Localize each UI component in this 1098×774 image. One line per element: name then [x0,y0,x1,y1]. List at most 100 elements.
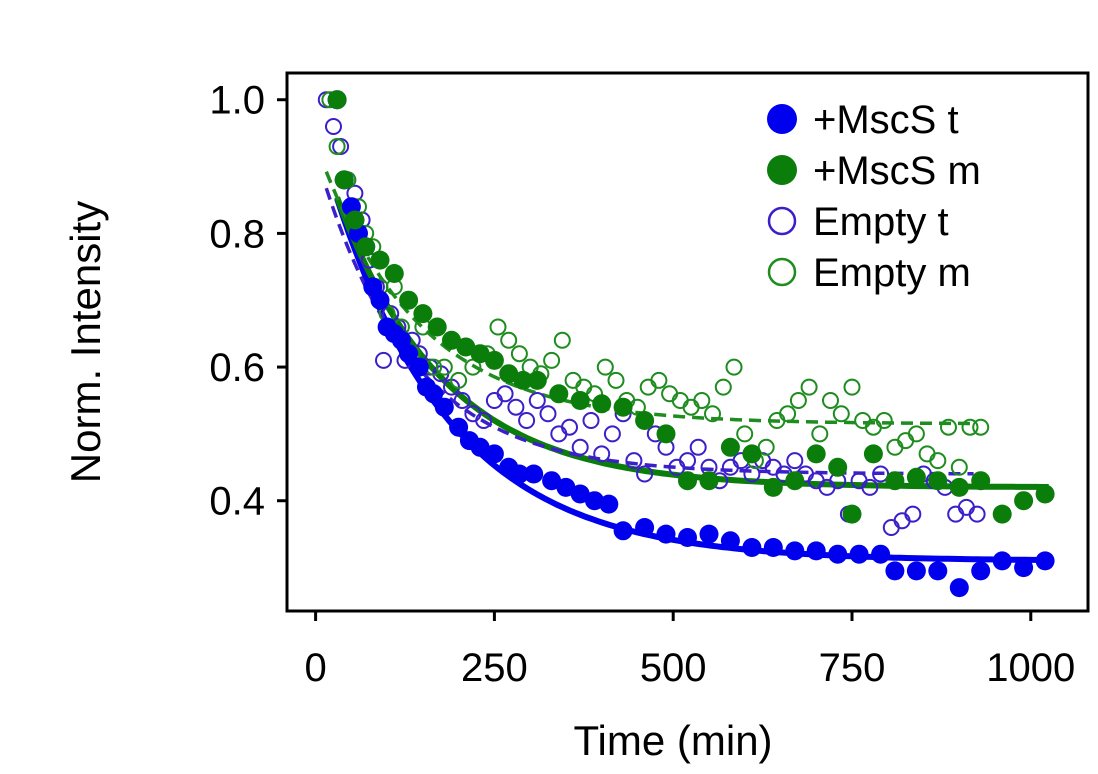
data-point [434,397,454,417]
legend-label: Empty m [813,251,971,295]
data-point [806,541,826,561]
data-point [571,438,589,456]
data-point [928,561,948,581]
fit-line-empty-t [324,187,974,476]
data-point [656,524,676,544]
data-point [779,405,797,423]
data-point [650,371,668,389]
data-point [384,264,404,283]
data-point [456,337,476,357]
data-point [470,344,490,364]
data-point [1014,491,1034,511]
data-point [356,237,376,257]
data-point [785,471,805,491]
data-point [449,417,469,437]
data-point [513,370,533,390]
data-point [961,418,979,436]
data-point [375,351,392,369]
legend-marker [767,257,797,287]
data-point [334,170,354,190]
legend: +MscS t +MscS m Empty t Empty m [767,98,981,295]
data-point [499,364,519,384]
data-point [585,491,604,511]
data-point [442,330,461,350]
data-point [736,425,754,443]
data-point [720,531,740,551]
data-point [370,290,390,310]
data-point [582,412,600,429]
data-point [928,471,948,491]
data-point [325,118,342,135]
data-point [635,518,655,537]
data-point [399,290,419,310]
legend-marker [767,155,797,185]
data-point [786,452,804,470]
data-point [992,551,1012,571]
plot-frame [285,71,1090,613]
data-point [345,210,365,230]
data-point [370,250,390,270]
data-point [470,437,490,457]
data-point [543,351,561,369]
data-point [949,477,969,497]
data-point [484,444,504,464]
data-point [872,465,890,483]
data-point [699,471,719,491]
data-point [1035,484,1055,504]
x-tick-label: 750 [819,646,886,690]
data-point [603,425,621,443]
data-point [607,371,625,389]
data-point [875,412,893,429]
data-point [842,504,862,524]
data-point [656,424,676,444]
data-point [906,467,926,487]
data-point [806,444,826,464]
data-point [613,521,633,541]
data-point [689,438,707,456]
data-point [327,90,347,110]
legend-marker [767,104,797,134]
data-point [484,350,504,370]
data-point [971,561,991,581]
data-points [317,90,1055,598]
data-point [678,471,697,491]
data-point [599,494,619,514]
data-point [811,425,829,443]
y-tick-label: 0.6 [209,346,265,390]
data-point [720,437,740,457]
data-point [539,405,557,423]
data-point [828,457,848,477]
data-point [822,392,839,409]
y-tick-label: 0.8 [209,212,265,256]
data-point [399,344,419,364]
data-point [328,138,346,155]
y-axis-title: Norm. Intensity [62,201,109,483]
legend-label: +MscS t [813,98,959,142]
x-tick-label: 250 [461,646,528,690]
data-point [742,444,762,464]
data-point [971,471,991,491]
data-point [496,385,514,403]
data-point [992,504,1012,524]
data-point [849,544,869,564]
data-point [524,464,544,484]
data-point [507,398,525,416]
data-point [742,538,762,557]
data-point [679,452,696,470]
data-point [570,484,590,504]
data-point [450,371,468,389]
data-point [968,505,986,523]
data-point [800,378,818,396]
data-point [500,331,518,349]
legend-label: Empty t [813,200,949,244]
data-point [714,378,732,396]
data-point [409,357,429,377]
data-point [509,464,529,484]
data-point [510,345,528,363]
data-point [863,444,883,464]
y-tick-label: 0.4 [209,480,265,524]
data-point [561,418,578,436]
data-point [613,397,633,417]
data-point [1035,551,1055,571]
